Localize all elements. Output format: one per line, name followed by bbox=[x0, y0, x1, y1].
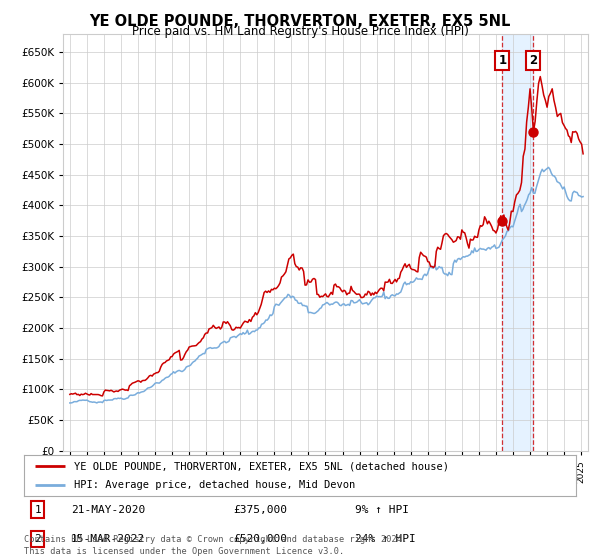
Text: 2: 2 bbox=[34, 534, 41, 544]
Text: 24% ↑ HPI: 24% ↑ HPI bbox=[355, 534, 416, 544]
Bar bbox=[502, 34, 533, 451]
Text: YE OLDE POUNDE, THORVERTON, EXETER, EX5 5NL: YE OLDE POUNDE, THORVERTON, EXETER, EX5 … bbox=[89, 14, 511, 29]
Text: 9% ↑ HPI: 9% ↑ HPI bbox=[355, 505, 409, 515]
Text: £375,000: £375,000 bbox=[234, 505, 288, 515]
Text: 2: 2 bbox=[529, 54, 538, 67]
Text: Contains HM Land Registry data © Crown copyright and database right 2024.
This d: Contains HM Land Registry data © Crown c… bbox=[24, 535, 407, 556]
Text: YE OLDE POUNDE, THORVERTON, EXETER, EX5 5NL (detached house): YE OLDE POUNDE, THORVERTON, EXETER, EX5 … bbox=[74, 461, 449, 471]
Text: 1: 1 bbox=[499, 54, 506, 67]
Text: 1: 1 bbox=[34, 505, 41, 515]
Text: Price paid vs. HM Land Registry's House Price Index (HPI): Price paid vs. HM Land Registry's House … bbox=[131, 25, 469, 38]
Text: 15-MAR-2022: 15-MAR-2022 bbox=[71, 534, 145, 544]
Text: 21-MAY-2020: 21-MAY-2020 bbox=[71, 505, 145, 515]
Text: £520,000: £520,000 bbox=[234, 534, 288, 544]
Text: HPI: Average price, detached house, Mid Devon: HPI: Average price, detached house, Mid … bbox=[74, 480, 355, 489]
